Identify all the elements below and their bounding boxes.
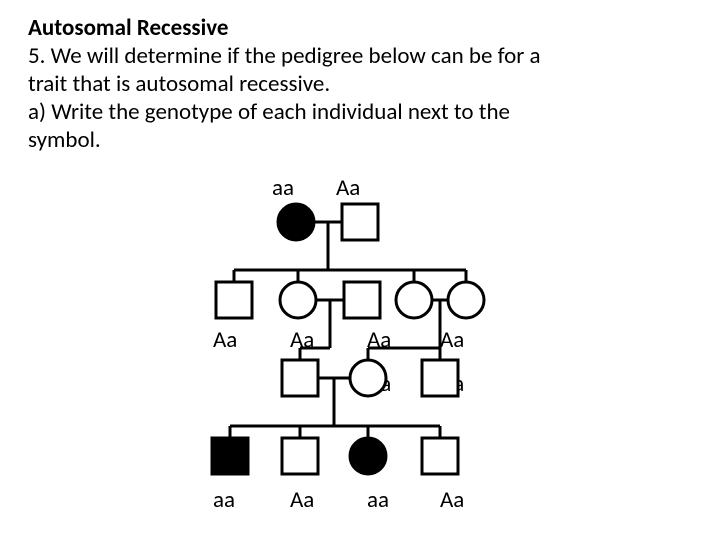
gen2-ind-0 [216,282,252,318]
pedigree-diagram [0,0,720,540]
gen2-ind-1 [280,282,316,318]
gen4-ind-2 [350,438,386,474]
gen2-ind-3 [396,282,432,318]
gen1-ind-1 [342,204,378,240]
gen4-ind-3 [422,438,458,474]
gen3-ind-1 [350,360,386,396]
gen2-ind-2 [344,282,380,318]
gen4-ind-0 [212,438,248,474]
gen1-ind-0 [278,204,314,240]
gen4-ind-1 [282,438,318,474]
gen2-ind-4 [448,282,484,318]
gen3-ind-2 [422,360,458,396]
gen3-ind-0 [282,360,318,396]
